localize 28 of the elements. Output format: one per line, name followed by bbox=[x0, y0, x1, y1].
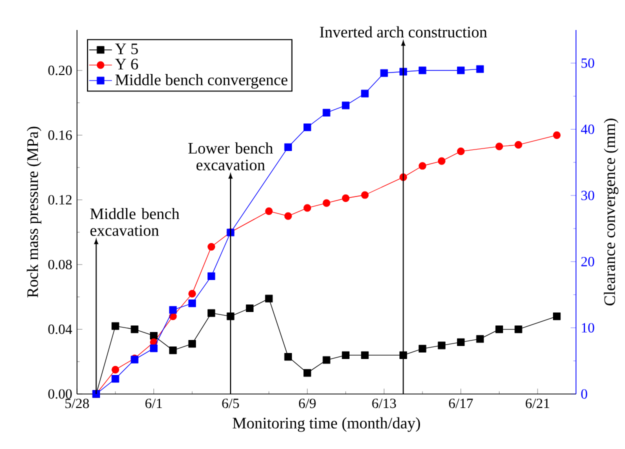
y2-tick-label: 10 bbox=[582, 323, 594, 333]
ref-line-label: Lower bench excavation bbox=[188, 142, 273, 170]
y2-tick-label: 50 bbox=[582, 58, 594, 68]
x-axis-title: Monitoring time (month/day) bbox=[232, 417, 420, 432]
y2-tick-label: 0 bbox=[581, 389, 588, 399]
y2-axis-title: Clearance convergence (mm) bbox=[604, 118, 618, 306]
x-tick-label: 6/13 bbox=[372, 398, 396, 408]
y-tick-label: 0.16 bbox=[48, 130, 72, 140]
legend-label: Middle bench convergence bbox=[115, 74, 288, 89]
legend-label: Y 6 bbox=[115, 58, 138, 70]
x-tick-label: 6/9 bbox=[298, 398, 316, 408]
y-axis-title: Rock mass pressure (MPa) bbox=[26, 126, 42, 298]
ref-line-label: Inverted arch construction bbox=[320, 26, 488, 38]
y-tick-label: 0.12 bbox=[48, 195, 72, 205]
y2-tick-label: 20 bbox=[581, 256, 594, 266]
y-tick-label: 0.08 bbox=[48, 260, 72, 270]
ref-line-label: Middle bench excavation bbox=[90, 208, 180, 236]
y-tick-label: 0.20 bbox=[48, 66, 72, 76]
x-tick-label: 6/5 bbox=[222, 398, 239, 408]
x-tick-label: 6/17 bbox=[449, 398, 473, 408]
x-tick-label: 6/1 bbox=[145, 398, 162, 408]
y2-tick-label: 40 bbox=[580, 124, 594, 134]
y2-tick-label: 30 bbox=[581, 190, 594, 200]
y-tick-label: 0.00 bbox=[48, 389, 72, 399]
x-tick-label: 5/28 bbox=[65, 398, 89, 408]
x-tick-label: 6/21 bbox=[526, 398, 550, 408]
legend-label: Y 5 bbox=[115, 44, 138, 54]
y-tick-label: 0.04 bbox=[48, 324, 72, 334]
